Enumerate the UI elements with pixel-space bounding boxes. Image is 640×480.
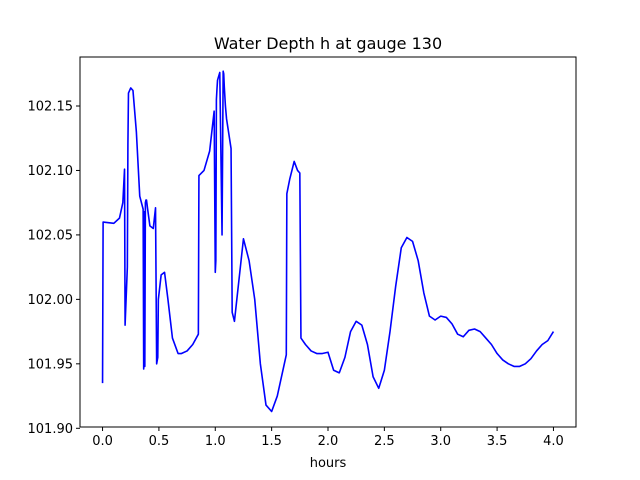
x-tick-label: 0.0 [92,434,113,449]
y-axis: 101.90 101.95 102.00 102.05 102.10 102.15 [28,99,80,437]
axes-frame [79,56,577,428]
x-tick-label: 0.5 [149,434,170,449]
y-tick-label: 101.90 [28,422,74,437]
x-tick-label: 3.0 [430,434,451,449]
chart-title: Water Depth h at gauge 130 [214,34,442,53]
y-tick-label: 102.05 [28,228,74,243]
y-tick-label: 102.10 [28,164,74,179]
x-tick-label: 2.0 [318,434,339,449]
series-line [101,70,555,413]
x-tick-label: 1.0 [205,434,226,449]
y-tick-label: 102.00 [28,293,74,308]
y-tick-label: 101.95 [28,357,74,372]
y-tick-label: 102.15 [28,99,74,114]
x-tick-label: 3.5 [487,434,508,449]
x-axis-label: hours [310,456,347,471]
x-tick-label: 4.0 [543,434,564,449]
x-tick-label: 1.5 [261,434,282,449]
x-axis: 0.0 0.5 1.0 1.5 2.0 2.5 3.0 3.5 4.0 [92,427,564,449]
x-tick-label: 2.5 [374,434,395,449]
plot-area [79,56,577,428]
